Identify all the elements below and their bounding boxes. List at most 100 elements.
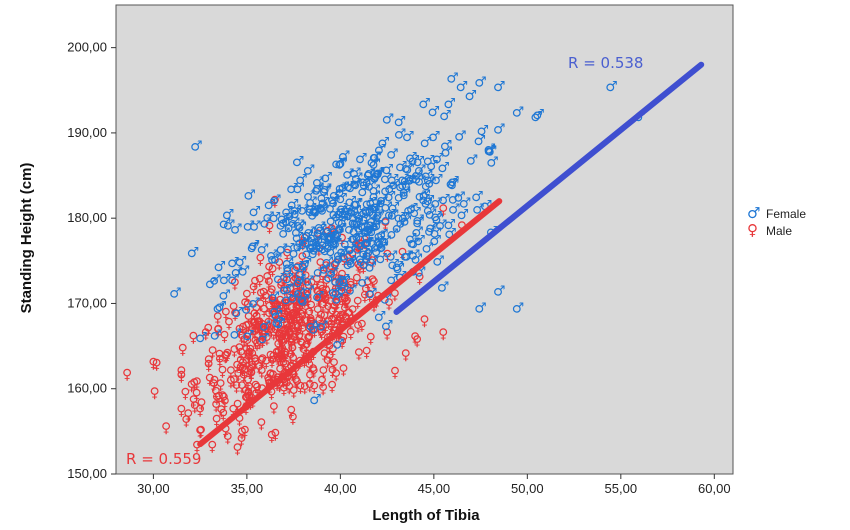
- male-point: ♀: [325, 295, 335, 311]
- female-point: ♂: [420, 195, 433, 211]
- female-point: ♂: [373, 166, 386, 182]
- male-point: ♀: [318, 364, 328, 380]
- male-point: ♀: [266, 386, 276, 402]
- female-point: ♂: [300, 256, 313, 272]
- male-point: ♀: [224, 316, 234, 332]
- female-point: ♂: [401, 249, 414, 265]
- female-point: ♂: [413, 233, 426, 249]
- male-point: ♀: [346, 279, 356, 295]
- male-point: ♀: [361, 345, 371, 361]
- male-point: ♀: [292, 375, 302, 391]
- female-point: ♂: [432, 151, 445, 167]
- female-point: ♂: [441, 144, 454, 160]
- female-point: ♂: [336, 201, 349, 217]
- male-point: ♀: [152, 357, 162, 373]
- male-point: ♀: [209, 378, 219, 394]
- female-point: ♂: [387, 172, 400, 188]
- female-point: ♂: [248, 238, 261, 254]
- female-point: ♂: [326, 213, 339, 229]
- y-tick-label: 180,00: [67, 210, 107, 225]
- female-point: ♂: [269, 210, 282, 226]
- female-point: ♂: [399, 185, 412, 201]
- male-point: ♀: [298, 237, 308, 253]
- female-point: ♂: [229, 327, 242, 343]
- male-point: ♀: [238, 362, 248, 378]
- female-point: ♂: [243, 218, 256, 234]
- female-point: ♂: [314, 219, 327, 235]
- female-point: ♂: [393, 261, 406, 277]
- female-point: ♂: [316, 319, 329, 335]
- female-point: ♂: [322, 224, 335, 240]
- female-point: ♂: [298, 293, 311, 309]
- female-point: ♂: [312, 175, 325, 191]
- female-point: ♂: [209, 272, 222, 288]
- female-point: ♂: [320, 170, 333, 186]
- male-point: ♀: [237, 426, 247, 442]
- female-point: ♂: [367, 154, 380, 170]
- female-point: ♂: [351, 196, 364, 212]
- male-point: ♀: [341, 311, 351, 327]
- female-point: ♂: [270, 252, 283, 268]
- male-point: ♀: [317, 326, 327, 342]
- male-point: ♀: [190, 399, 200, 415]
- male-point: ♀: [204, 358, 214, 374]
- female-point: ♂: [438, 192, 451, 208]
- male-point: ♀: [295, 380, 305, 396]
- male-point: ♀: [213, 310, 223, 326]
- female-point: ♂: [333, 206, 346, 222]
- female-point: ♂: [424, 176, 437, 192]
- male-point: ♀: [268, 350, 278, 366]
- female-point: ♂: [301, 228, 314, 244]
- male-point: ♀: [216, 378, 226, 394]
- male-point: ♀: [280, 296, 290, 312]
- female-point: ♂: [426, 158, 439, 174]
- female-point: ♂: [371, 199, 384, 215]
- male-point: ♀: [245, 346, 255, 362]
- female-point: ♂: [380, 183, 393, 199]
- male-point: ♀: [241, 392, 251, 408]
- female-point: ♂: [214, 259, 227, 275]
- female-point: ♂: [377, 239, 390, 255]
- male-point: ♀: [293, 260, 303, 276]
- female-point: ♂: [369, 157, 382, 173]
- male-point: ♀: [361, 283, 371, 299]
- male-point: ♀: [273, 350, 283, 366]
- female-point: ♂: [431, 211, 444, 227]
- female-point: ♂: [374, 309, 387, 325]
- male-point: ♀: [292, 309, 302, 325]
- male-point: ♀: [336, 313, 346, 329]
- male-point: ♀: [226, 375, 236, 391]
- male-point: ♀: [272, 298, 282, 314]
- female-point: ♂: [404, 173, 417, 189]
- female-point: ♂: [359, 224, 372, 240]
- female-point: ♂: [456, 207, 469, 223]
- male-point: ♀: [380, 216, 390, 232]
- female-point: ♂: [421, 168, 434, 184]
- male-point: ♀: [276, 308, 286, 324]
- female-point: ♂: [366, 224, 379, 240]
- male-point: ♀: [246, 367, 256, 383]
- male-point: ♀: [318, 382, 328, 398]
- male-point: ♀: [230, 307, 240, 323]
- female-point: ♂: [349, 176, 362, 192]
- female-point: ♂: [477, 123, 490, 139]
- male-point: ♀: [321, 259, 331, 275]
- female-point: ♂: [412, 154, 425, 170]
- male-point: ♀: [211, 385, 221, 401]
- female-point: ♂: [292, 275, 305, 291]
- male-point: ♀: [276, 276, 286, 292]
- male-point: ♀: [330, 259, 340, 275]
- male-point: ♀: [255, 252, 265, 268]
- male-point: ♀: [255, 335, 265, 351]
- female-point: ♂: [195, 330, 208, 346]
- male-point: ♀: [262, 320, 272, 336]
- female-point: ♂: [375, 195, 388, 211]
- female-point: ♂: [334, 156, 347, 172]
- male-point: ♀: [294, 330, 304, 346]
- female-point: ♂: [362, 223, 375, 239]
- female-point: ♂: [313, 265, 326, 281]
- female-point: ♂: [257, 241, 270, 257]
- male-point: ♀: [205, 372, 215, 388]
- female-point: ♂: [247, 240, 260, 256]
- female-point: ♂: [292, 239, 305, 255]
